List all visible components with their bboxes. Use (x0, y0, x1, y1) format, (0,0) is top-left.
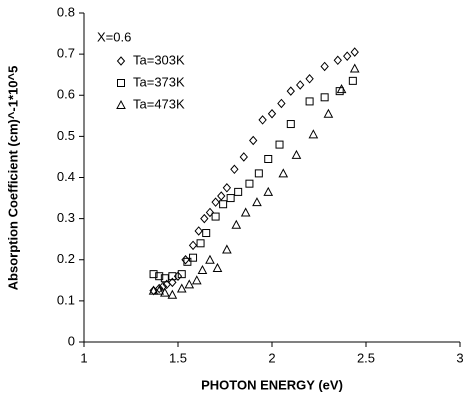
marker-square (348, 76, 357, 85)
marker-triangle (148, 285, 159, 295)
marker-square (254, 169, 263, 178)
marker-square (177, 270, 186, 279)
marker-diamond (222, 183, 232, 193)
marker-square (183, 257, 192, 266)
marker-triangle (167, 289, 178, 299)
marker-diamond (258, 115, 267, 125)
y-tick-label: 0.6 (57, 87, 75, 102)
marker-diamond (267, 108, 277, 119)
marker-triangle (222, 244, 232, 254)
marker-square (117, 79, 125, 87)
marker-square (168, 272, 177, 281)
marker-triangle (154, 285, 165, 295)
y-tick-label: 0.7 (57, 46, 75, 61)
marker-triangle (205, 254, 215, 264)
marker-diamond (217, 191, 226, 201)
marker-diamond (343, 51, 352, 61)
x-tick-label: 2 (268, 350, 275, 365)
marker-square (320, 93, 329, 102)
marker-diamond (116, 56, 126, 66)
legend-label: Ta=473K (133, 96, 185, 111)
marker-triangle (176, 283, 187, 293)
marker-square (245, 179, 254, 188)
marker-triangle (278, 168, 289, 178)
marker-triangle (240, 207, 251, 217)
marker-triangle (263, 186, 274, 196)
y-tick-label: 0.5 (57, 128, 75, 143)
marker-diamond (155, 283, 164, 294)
marker-triangle (197, 264, 208, 275)
marker-square (211, 212, 220, 221)
marker-square (264, 154, 273, 163)
marker-triangle (291, 149, 302, 159)
marker-square (234, 187, 243, 196)
x-tick-label: 2.5 (357, 350, 375, 365)
marker-square (286, 120, 295, 129)
legend-label: Ta=303K (133, 52, 185, 67)
marker-diamond (188, 240, 198, 251)
marker-triangle (116, 99, 126, 109)
marker-square (155, 272, 164, 281)
y-tick-label: 0.2 (57, 251, 75, 266)
marker-diamond (296, 80, 305, 90)
y-axis-title: Absorption Coefficient (cm)^-1*10^5 (5, 66, 20, 291)
marker-diamond (350, 47, 359, 57)
legend-label: Ta=373K (133, 74, 185, 89)
marker-diamond (305, 74, 314, 84)
y-tick-label: 0.3 (57, 210, 75, 225)
marker-square (219, 200, 228, 209)
marker-diamond (211, 197, 220, 207)
marker-triangle (160, 287, 170, 297)
x-axis-title: PHOTON ENERGY (eV) (201, 377, 343, 392)
marker-triangle (231, 219, 242, 229)
marker-triangle (212, 262, 223, 272)
marker-triangle (191, 275, 202, 285)
marker-diamond (168, 277, 177, 288)
marker-diamond (333, 55, 342, 66)
x-tick-label: 1.5 (169, 350, 187, 365)
marker-diamond (194, 226, 203, 236)
y-tick-label: 0.4 (57, 169, 75, 184)
marker-diamond (320, 61, 329, 72)
y-tick-label: 0.1 (57, 292, 75, 307)
x-tick-label: 3 (456, 350, 463, 365)
marker-triangle (252, 197, 262, 207)
y-tick-label: 0.8 (57, 4, 75, 19)
marker-triangle (336, 84, 347, 94)
marker-diamond (205, 207, 215, 218)
marker-diamond (277, 98, 286, 109)
marker-diamond (249, 135, 258, 146)
marker-square (189, 253, 198, 262)
marker-diamond (286, 86, 295, 96)
marker-square (196, 239, 205, 248)
marker-triangle (323, 108, 334, 118)
marker-square (160, 274, 169, 283)
legend-title: X=0.6 (97, 29, 131, 44)
marker-square (149, 270, 158, 279)
marker-triangle (349, 63, 360, 73)
marker-diamond (158, 281, 168, 292)
marker-diamond (181, 254, 190, 265)
marker-triangle (184, 279, 195, 289)
y-tick-label: 0 (68, 333, 75, 348)
x-tick-label: 1 (80, 350, 87, 365)
marker-square (275, 140, 284, 149)
marker-square (202, 229, 211, 238)
marker-diamond (230, 164, 239, 175)
marker-square (305, 97, 314, 106)
marker-square (226, 194, 235, 203)
marker-diamond (200, 213, 209, 224)
marker-triangle (308, 129, 319, 139)
marker-diamond (239, 152, 248, 162)
